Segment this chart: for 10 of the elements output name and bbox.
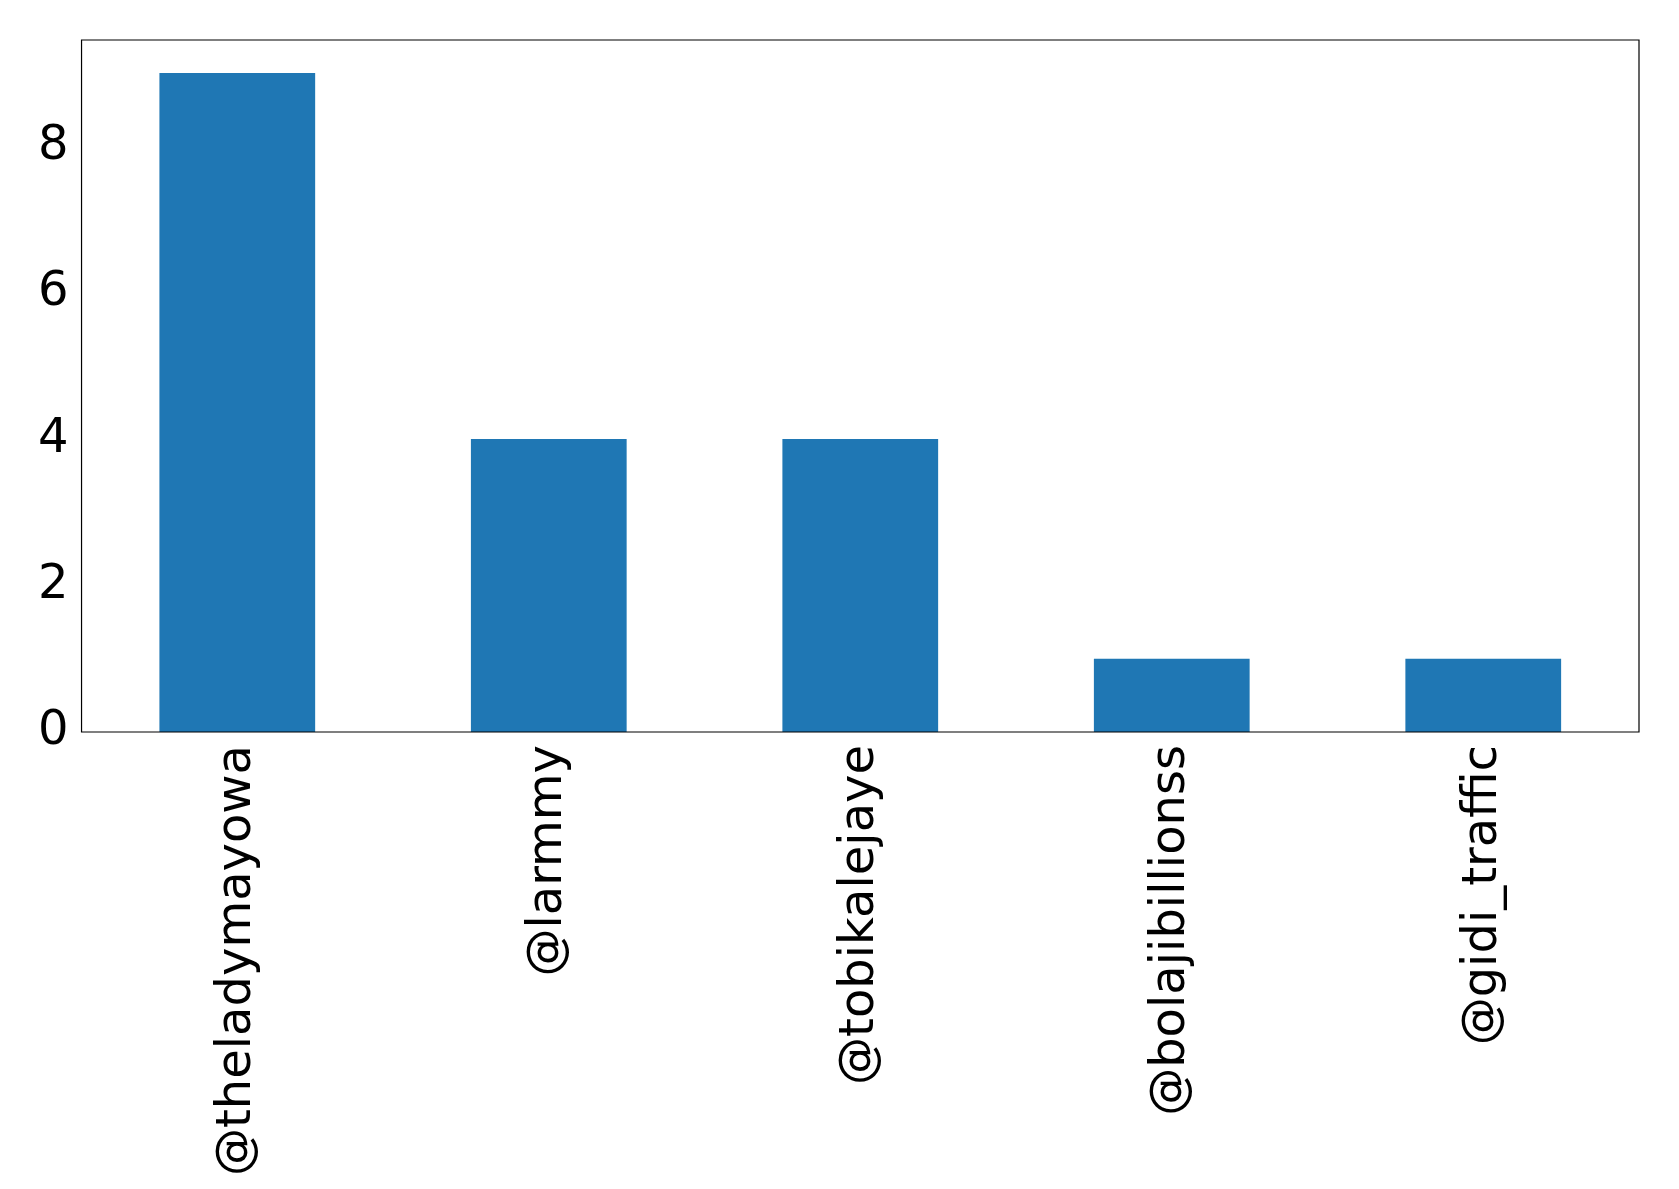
x-tick-label: @gidi_traffic	[1450, 744, 1507, 1046]
x-tick-label: @tobikalejaye	[827, 744, 884, 1085]
y-tick-label: 0	[37, 699, 69, 756]
x-tick-label: @bolajibillionss	[1139, 744, 1196, 1116]
y-tick-label: 4	[37, 406, 69, 463]
y-tick-label: 2	[37, 553, 69, 609]
y-tick-label: 6	[37, 260, 69, 317]
x-tick-label: @theladymayowa	[204, 744, 261, 1176]
y-tick-label: 8	[37, 113, 69, 170]
x-tick-label: @larmmy	[516, 744, 573, 977]
